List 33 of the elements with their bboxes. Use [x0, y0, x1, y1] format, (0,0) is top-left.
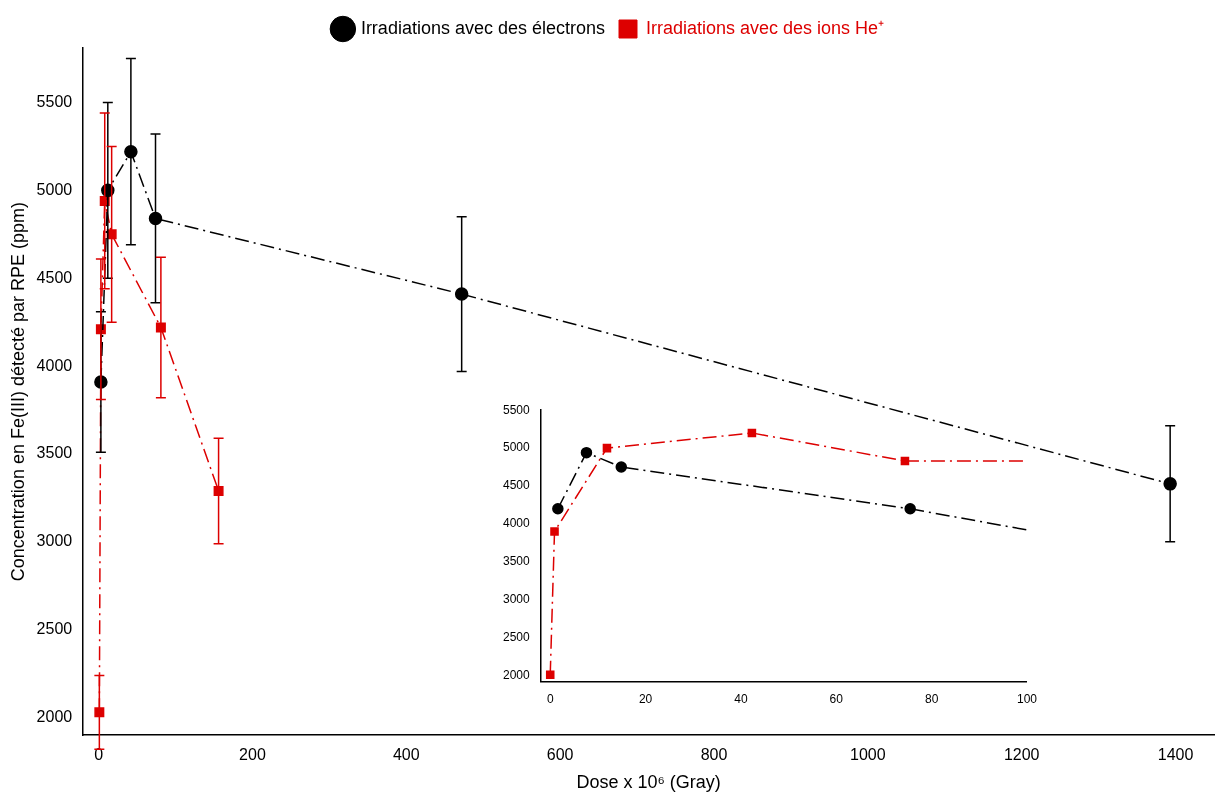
x-axis-title: Dose x 10⁶ (Gray): [576, 772, 721, 793]
x-tick-label: 0: [546, 692, 554, 707]
x-tick-label: 200: [239, 746, 266, 764]
legend-label: Irradiations avec des électrons: [360, 17, 605, 38]
x-tick-label: 80: [924, 692, 939, 707]
x-tick-label: 1400: [1157, 746, 1194, 764]
x-tick-label: 400: [392, 746, 420, 764]
y-tick-label: 4000: [502, 516, 531, 531]
y-tick-label: 2000: [36, 708, 73, 726]
x-tick-label: 1000: [850, 746, 886, 764]
y-tick-label: 3000: [36, 532, 73, 550]
x-tick-label: 600: [546, 746, 574, 764]
y-tick-label: 5000: [502, 440, 531, 455]
y-tick-label: 5500: [36, 92, 73, 110]
y-tick-label: 2500: [502, 629, 531, 644]
x-tick-label: 800: [700, 746, 728, 764]
y-tick-label: 5500: [502, 402, 531, 417]
y-tick-label: 3500: [502, 554, 531, 569]
y-tick-label: 2000: [502, 667, 531, 682]
y-tick-label: 3500: [36, 444, 73, 462]
y-tick-label: 4000: [36, 356, 73, 374]
x-tick-label: 20: [638, 692, 653, 707]
y-axis-title: Concentration en Fe(III) détecté par RPE (ppm): [7, 202, 28, 582]
y-tick-label: 5000: [36, 180, 73, 198]
y-tick-label: 2500: [36, 620, 73, 638]
x-tick-label: 60: [829, 692, 844, 707]
legend-label: Irradiations avec des ions He⁺: [646, 17, 885, 38]
y-tick-label: 3000: [502, 592, 531, 607]
x-tick-label: 1200: [1003, 746, 1040, 764]
y-tick-label: 4500: [36, 268, 73, 286]
x-tick-label: 100: [1016, 692, 1038, 707]
x-tick-label: 40: [734, 692, 748, 707]
y-tick-label: 4500: [502, 478, 531, 493]
